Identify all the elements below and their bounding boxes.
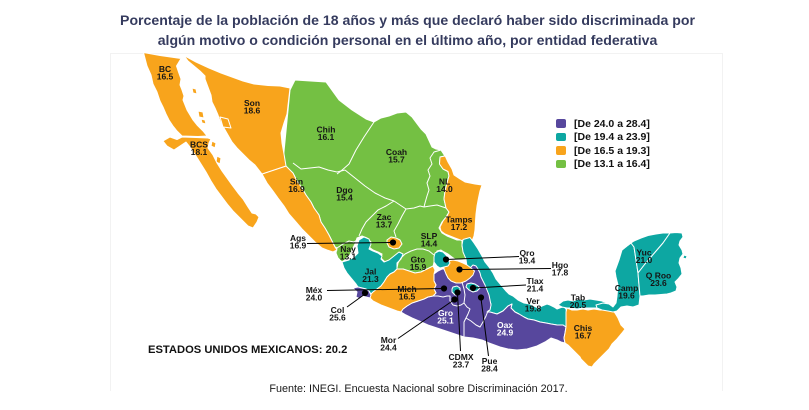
svg-text:Jal21.3: Jal 21.3	[362, 267, 379, 284]
svg-text:Chis16.7: Chis 16.7	[574, 323, 593, 340]
svg-text:Tab20.5: Tab 20.5	[570, 293, 587, 310]
svg-text:Tamps17.2: Tamps 17.2	[446, 215, 473, 232]
svg-text:Camp19.6: Camp 19.6	[615, 283, 639, 300]
svg-text:Dgo15.4: Dgo 15.4	[336, 185, 353, 202]
svg-text:Gro25.1: Gro 25.1	[437, 308, 454, 325]
svg-text:SLP14.4: SLP 14.4	[421, 231, 438, 248]
svg-text:Chih16.1: Chih 16.1	[317, 125, 336, 142]
svg-text:NL14.0: NL 14.0	[436, 177, 453, 194]
svg-text:Tlax21.4: Tlax 21.4	[526, 276, 543, 293]
svg-text:Mor24.4: Mor 24.4	[380, 335, 397, 352]
svg-text:Gto15.9: Gto 15.9	[410, 255, 427, 272]
svg-text:Ags16.9: Ags 16.9	[290, 233, 307, 250]
svg-text:Col25.6: Col 25.6	[329, 305, 346, 322]
svg-text:Qro19.4: Qro 19.4	[519, 248, 536, 265]
svg-text:Pue28.4: Pue 28.4	[481, 356, 498, 373]
svg-text:Nay13.1: Nay 13.1	[340, 244, 357, 261]
svg-text:Hgo17.8: Hgo 17.8	[552, 260, 569, 277]
svg-text:Son18.6: Son 18.6	[244, 98, 261, 115]
svg-text:Yuc21.0: Yuc 21.0	[636, 248, 653, 265]
svg-text:Zac13.7: Zac 13.7	[376, 212, 393, 229]
svg-text:BCS18.1: BCS 18.1	[190, 140, 208, 157]
svg-text:BC16.5: BC 16.5	[157, 64, 174, 81]
svg-text:Mich16.5: Mich 16.5	[397, 284, 416, 301]
svg-text:Oax24.9: Oax 24.9	[497, 320, 514, 337]
svg-text:Coah15.7: Coah 15.7	[386, 147, 407, 164]
svg-text:Q Roo23.6: Q Roo 23.6	[646, 271, 672, 288]
svg-text:Sin16.9: Sin 16.9	[288, 177, 305, 194]
svg-text:Ver19.8: Ver 19.8	[525, 296, 542, 313]
svg-text:Méx24.0: Méx 24.0	[306, 285, 323, 302]
svg-text:CDMX23.7: CDMX 23.7	[448, 352, 473, 369]
